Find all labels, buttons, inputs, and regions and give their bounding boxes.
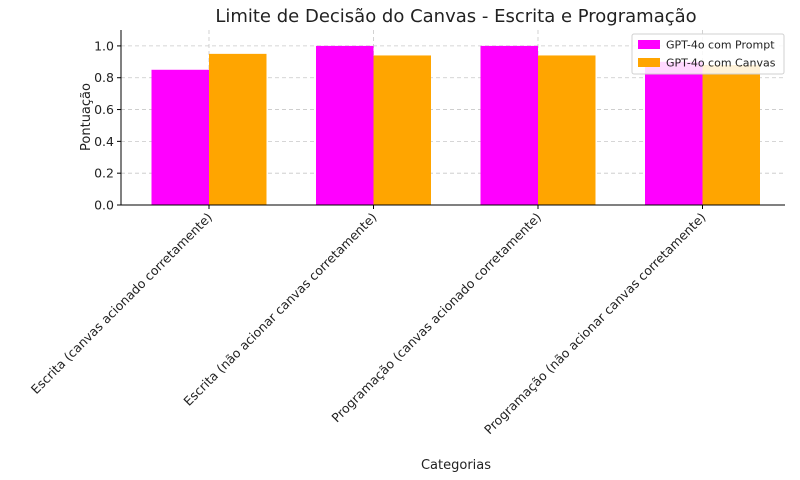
- bar-prompt: [480, 45, 538, 206]
- y-tick-label: 0.4: [94, 134, 114, 149]
- bar-canvas: [209, 53, 267, 206]
- legend-swatch-prompt: [638, 40, 660, 49]
- bar-layer: [151, 45, 760, 206]
- bar-canvas: [373, 55, 431, 205]
- x-tick-label: Escrita (não acionar canvas corretamente…: [180, 210, 379, 409]
- legend: GPT-4o com Prompt GPT-4o com Canvas: [631, 33, 785, 75]
- y-tick-label: 0.0: [94, 198, 114, 213]
- y-axis-label: Pontuação: [79, 83, 94, 151]
- legend-label-prompt: GPT-4o com Prompt: [666, 39, 775, 52]
- x-tick-label: Escrita (canvas acionado corretamente): [28, 210, 215, 397]
- y-tick-label: 0.8: [94, 70, 114, 85]
- y-ticks: 0.0 0.2 0.4 0.6 0.8 1.0: [94, 38, 121, 213]
- axis-layer: [120, 30, 785, 206]
- x-axis-label: Categorias: [421, 458, 491, 473]
- y-tick-label: 0.2: [94, 166, 114, 181]
- bar-canvas: [538, 55, 596, 205]
- y-tick-label: 1.0: [94, 38, 114, 53]
- legend-label-canvas: GPT-4o com Canvas: [666, 57, 776, 70]
- bar-canvas: [702, 65, 760, 205]
- chart-title: Limite de Decisão do Canvas - Escrita e …: [215, 6, 696, 27]
- y-tick-label: 0.6: [94, 102, 114, 117]
- bar-prompt: [316, 45, 374, 206]
- legend-swatch-canvas: [638, 58, 660, 67]
- bar-prompt: [645, 61, 703, 206]
- bar-prompt: [151, 69, 209, 205]
- legend-box: [631, 33, 785, 75]
- x-tick-label: Programação (canvas acionado corretament…: [328, 210, 544, 426]
- x-ticks: Escrita (canvas acionado corretamente)Es…: [28, 205, 709, 437]
